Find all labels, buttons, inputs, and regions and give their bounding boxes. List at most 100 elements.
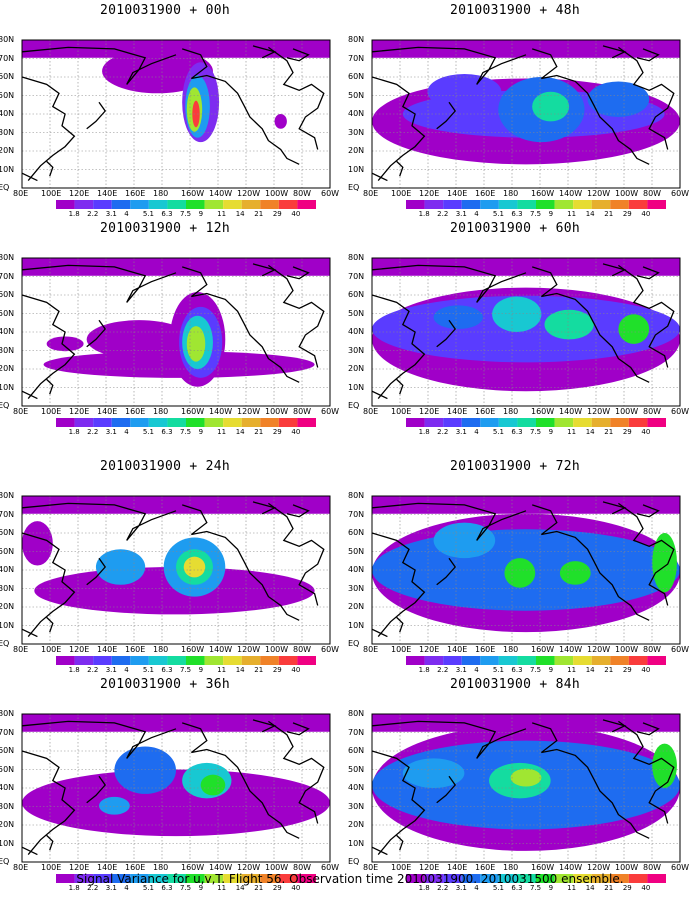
y-tick-label: 20N [0, 364, 15, 373]
x-tick-label: 80W [293, 407, 312, 416]
map-plot [371, 713, 681, 863]
colorbar-swatch [573, 874, 592, 883]
colorbar-swatch [554, 418, 574, 427]
colorbar-label: 5.1 [492, 884, 504, 892]
colorbar-label: 6.3 [161, 666, 173, 674]
colorbar-swatch [536, 656, 555, 665]
colorbar-swatch [647, 656, 666, 665]
colorbar-swatch [56, 874, 75, 883]
colorbar-label: 14 [585, 884, 595, 892]
colorbar-label: 7.5 [530, 666, 542, 674]
colorbar-swatch [647, 418, 666, 427]
colorbar-label: 29 [622, 666, 632, 674]
x-tick-label: 160E [125, 645, 146, 654]
variance-contour [510, 768, 542, 787]
x-tick-label: 180 [153, 189, 169, 198]
colorbar-label: 3.1 [105, 428, 117, 436]
colorbar-swatch [591, 200, 611, 209]
coastline [602, 719, 627, 733]
coastline [371, 294, 426, 400]
colorbar-label: 5.1 [492, 210, 504, 218]
map-panel-84h: 2010031900 + 84h 80N 70N 60N 50N 40N 30N 20N 10N… [348, 674, 700, 892]
coastline [86, 101, 107, 130]
colorbar-swatch [130, 656, 149, 665]
coastline [21, 846, 38, 856]
x-tick-label: 100W [265, 863, 289, 872]
colorbar-label: 40 [641, 884, 651, 892]
panel-title: 2010031900 + 48h [449, 3, 581, 18]
colorbar-label: 1.8 [68, 666, 80, 674]
x-tick-label: 80W [293, 645, 312, 654]
colorbar-label: 9 [198, 666, 204, 674]
colorbar-label: 5.1 [142, 884, 154, 892]
colorbar-swatch [204, 656, 224, 665]
colorbar-swatch [130, 200, 149, 209]
colorbar-swatch [297, 656, 316, 665]
x-tick-label: 140W [559, 645, 583, 654]
y-tick-label: 60N [0, 290, 15, 299]
colorbar-label: 9 [548, 210, 554, 218]
colorbar-swatch [241, 418, 261, 427]
colorbar-label: 4 [474, 884, 479, 892]
y-tick-label: 80N [0, 253, 15, 262]
colorbar-label: 2.2 [437, 210, 449, 218]
y-tick-label: 50N [0, 546, 15, 556]
y-tick-label: 40N [348, 565, 365, 574]
x-tick-label: 100W [265, 189, 289, 198]
colorbar-label: 7.5 [530, 884, 542, 892]
variance-contour [186, 326, 206, 362]
coastline [532, 48, 650, 165]
variance-band [22, 40, 330, 58]
colorbar-label: 4 [124, 210, 129, 218]
x-tick-label: 100E [41, 189, 62, 198]
colorbar-label: 14 [235, 210, 245, 218]
coastline [21, 76, 76, 182]
x-tick-label: 160W [181, 407, 205, 416]
colorbar-swatch [517, 200, 536, 209]
colorbar-label: 14 [585, 666, 595, 674]
colorbar-swatch [591, 418, 611, 427]
colorbar-label: 3.1 [455, 884, 467, 892]
y-tick-label: 40N [0, 565, 15, 574]
y-tick-label: EQ [0, 857, 10, 866]
x-tick-label: 120W [587, 645, 611, 654]
colorbar-label: 4 [474, 666, 479, 674]
colorbar-swatch [167, 418, 186, 427]
colorbar-label: 21 [254, 666, 264, 674]
colorbar-swatch [297, 874, 316, 883]
x-tick-label: 160E [125, 407, 146, 416]
colorbar-label: 40 [641, 428, 651, 436]
coastline [46, 378, 54, 395]
y-tick-label: 30N [0, 801, 15, 811]
colorbar [406, 874, 666, 883]
colorbar-swatch [536, 418, 555, 427]
variance-contour [46, 336, 84, 352]
colorbar-label: 40 [641, 210, 651, 218]
y-tick-label: 10N [0, 838, 15, 848]
x-tick-label: 120E [69, 863, 90, 872]
coastline [396, 616, 404, 633]
map-panel-12h: 2010031900 + 12h 80N 70N 60N 50N 40N 30N 20N 10N… [0, 218, 350, 436]
colorbar-label: 6.3 [511, 666, 523, 674]
x-tick-label: 120W [237, 863, 261, 872]
variance-contour [274, 114, 287, 129]
y-tick-label: 80N [348, 491, 365, 500]
panel-title: 2010031900 + 84h [449, 677, 581, 692]
colorbar-swatch [480, 874, 499, 883]
colorbar [406, 656, 666, 665]
colorbar-swatch [517, 874, 536, 883]
y-tick-label: 50N [348, 308, 365, 318]
panel-title: 2010031900 + 24h [99, 459, 231, 474]
colorbar-swatch [93, 656, 112, 665]
colorbar-label: 7.5 [180, 210, 192, 218]
x-tick-label: 160W [531, 189, 555, 198]
colorbar-swatch [278, 200, 298, 209]
colorbar-swatch [93, 874, 112, 883]
colorbar-swatch [628, 418, 648, 427]
coastline [618, 720, 675, 824]
x-tick-label: 80E [13, 863, 29, 872]
coastline [182, 266, 300, 383]
colorbar-swatch [443, 200, 462, 209]
colorbar-swatch [260, 418, 279, 427]
x-tick-label: 120E [419, 863, 440, 872]
